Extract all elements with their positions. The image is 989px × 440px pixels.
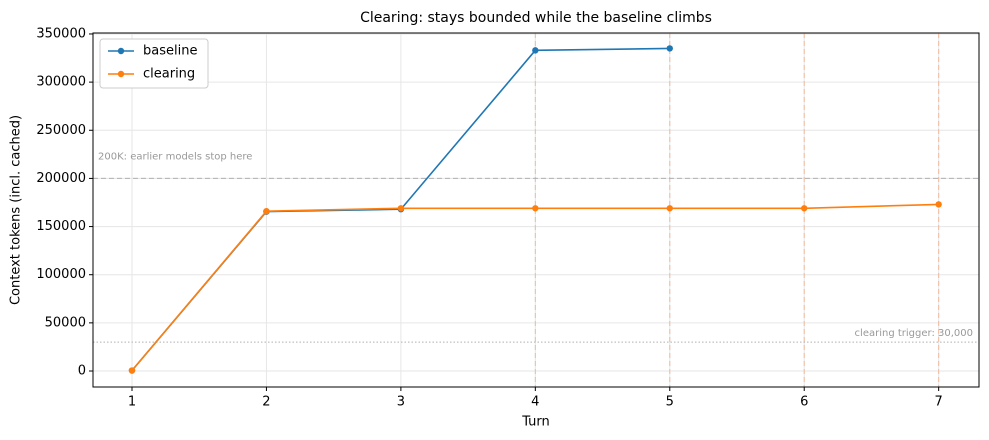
x-tick-label: 6	[800, 395, 808, 410]
y-axis-label: Context tokens (incl. cached)	[9, 115, 24, 305]
data-point	[397, 205, 405, 212]
data-point	[263, 207, 270, 215]
data-point	[128, 367, 136, 374]
plot-frame	[92, 32, 980, 388]
reference-label: clearing trigger: 30,000	[855, 328, 973, 339]
data-point	[666, 205, 673, 212]
reference-label: 200K: earlier models stop here	[98, 151, 252, 162]
y-tick-label: 200000	[36, 171, 86, 186]
x-tick-label: 1	[128, 395, 136, 410]
x-tick-label: 3	[397, 395, 405, 410]
legend-marker	[117, 47, 125, 55]
y-tick-label: 0	[78, 364, 86, 379]
x-tick-label: 5	[666, 395, 674, 410]
data-point	[666, 45, 673, 52]
y-tick-label: 150000	[36, 219, 86, 234]
data-point	[935, 201, 942, 208]
y-tick-label: 350000	[36, 26, 86, 41]
y-tick-label: 100000	[36, 267, 86, 282]
y-tick-label: 50000	[45, 315, 86, 330]
x-axis-label: Turn	[521, 415, 550, 430]
x-tick-label: 7	[935, 395, 943, 410]
data-point	[532, 47, 539, 54]
x-tick-label: 2	[262, 395, 270, 410]
y-tick-label: 250000	[36, 123, 86, 138]
chart-title: Clearing: stays bounded while the baseli…	[360, 10, 712, 26]
data-point	[532, 205, 539, 212]
y-tick-label: 300000	[36, 75, 86, 90]
legend-label: clearing	[143, 67, 195, 82]
legend-marker	[117, 70, 125, 78]
legend-label: baseline	[143, 44, 197, 59]
data-point	[801, 205, 808, 212]
x-tick-label: 4	[531, 395, 539, 410]
